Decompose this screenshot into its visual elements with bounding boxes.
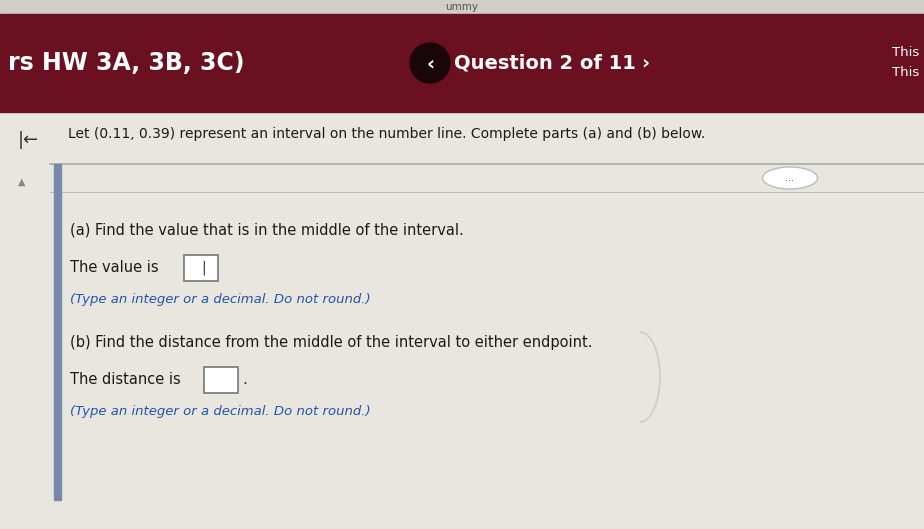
Text: Let (0.11, 0.39) represent an interval on the number line. Complete parts (a) an: Let (0.11, 0.39) represent an interval o…	[68, 127, 705, 141]
Text: This: This	[892, 47, 919, 59]
FancyBboxPatch shape	[204, 367, 238, 393]
Text: (b) Find the distance from the middle of the interval to either endpoint.: (b) Find the distance from the middle of…	[70, 334, 592, 350]
Text: ›: ›	[641, 53, 649, 72]
Text: rs HW 3A, 3B, 3C): rs HW 3A, 3B, 3C)	[8, 51, 245, 75]
Text: |←: |←	[18, 131, 39, 149]
Text: ▲: ▲	[18, 177, 26, 187]
Ellipse shape	[762, 167, 818, 189]
Text: (Type an integer or a decimal. Do not round.): (Type an integer or a decimal. Do not ro…	[70, 406, 371, 418]
Text: .: .	[242, 372, 247, 388]
Bar	[54, 164, 61, 500]
Text: (Type an integer or a decimal. Do not round.): (Type an integer or a decimal. Do not ro…	[70, 294, 371, 306]
Circle shape	[410, 43, 450, 83]
Text: (a) Find the value that is in the middle of the interval.: (a) Find the value that is in the middle…	[70, 223, 464, 238]
Text: The distance is: The distance is	[70, 372, 186, 388]
Text: This: This	[892, 67, 919, 79]
Bar	[0, 14, 924, 112]
Text: ...: ...	[785, 173, 795, 183]
Text: |: |	[201, 261, 206, 275]
Text: Question 2 of 11: Question 2 of 11	[454, 53, 636, 72]
Text: ‹: ‹	[426, 54, 434, 74]
Bar	[0, 0, 924, 14]
Text: ummy: ummy	[445, 2, 479, 12]
Text: The value is: The value is	[70, 260, 164, 276]
FancyBboxPatch shape	[184, 255, 218, 281]
